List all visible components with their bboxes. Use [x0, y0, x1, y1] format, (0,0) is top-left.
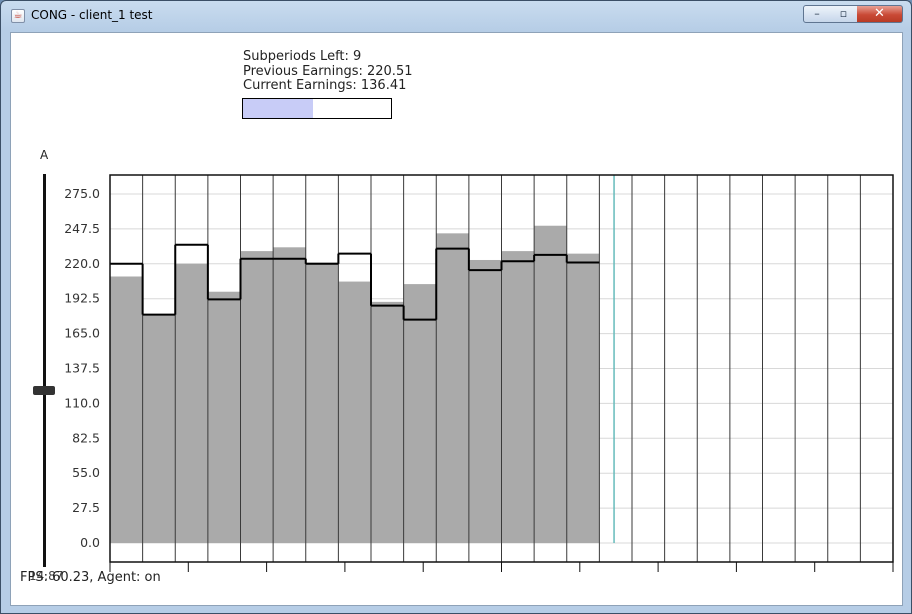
window-bottom-border	[10, 606, 903, 612]
earnings-bar	[501, 251, 535, 544]
y-tick-label: 82.5	[72, 430, 100, 445]
earnings-bar	[566, 253, 600, 543]
slider-value-text: 14.87	[29, 569, 64, 583]
client-area: Subperiods Left: 9 Previous Earnings: 22…	[10, 32, 903, 606]
earnings-bar	[338, 281, 371, 543]
fps-status-text: FPS: 60.23, Agent: on	[20, 570, 161, 585]
strategy-slider-track[interactable]	[43, 174, 46, 567]
earnings-bar	[468, 259, 502, 543]
slider-label: A	[40, 148, 49, 162]
earnings-bar	[403, 284, 437, 543]
minimize-button[interactable]: –	[803, 5, 831, 23]
earnings-bar	[142, 314, 176, 543]
earnings-bar	[534, 225, 567, 543]
maximize-button[interactable]: ▫	[830, 5, 858, 23]
strategy-slider-thumb[interactable]	[33, 386, 55, 395]
earnings-bar	[273, 247, 306, 543]
earnings-bar	[175, 263, 208, 543]
earnings-bar	[207, 291, 241, 543]
earnings-bar	[240, 251, 274, 544]
y-tick-label: 137.5	[64, 361, 100, 376]
previous-earnings-text: Previous Earnings: 220.51	[243, 64, 413, 79]
java-app-icon: ☕	[11, 9, 25, 23]
earnings-bar	[436, 233, 469, 544]
y-tick-label: 192.5	[64, 291, 100, 306]
y-tick-label: 55.0	[72, 465, 100, 480]
progress-fill	[243, 99, 313, 118]
title-bar[interactable]: ☕ CONG - client_1 test – ▫ ✕	[1, 1, 911, 31]
subperiods-left-text: Subperiods Left: 9	[243, 49, 362, 64]
y-tick-label: 220.0	[64, 256, 100, 271]
close-button[interactable]: ✕	[857, 5, 903, 23]
subperiod-progress-bar	[242, 98, 392, 119]
y-tick-label: 247.5	[64, 221, 100, 236]
y-tick-label: 275.0	[64, 186, 100, 201]
earnings-bar	[305, 262, 339, 543]
current-earnings-text: Current Earnings: 136.41	[243, 78, 407, 93]
y-tick-label: 110.0	[64, 395, 100, 410]
y-tick-label: 0.0	[80, 535, 100, 550]
earnings-bar	[110, 276, 143, 543]
earnings-chart: 0.0 27.5 55.0 82.5 110.0 137.5 165.0 192.5 220.0…	[64, 174, 894, 572]
window-title: CONG - client_1 test	[31, 8, 153, 22]
y-tick-label: 165.0	[64, 326, 100, 341]
y-tick-label: 27.5	[72, 500, 100, 515]
earnings-bar	[371, 301, 404, 543]
